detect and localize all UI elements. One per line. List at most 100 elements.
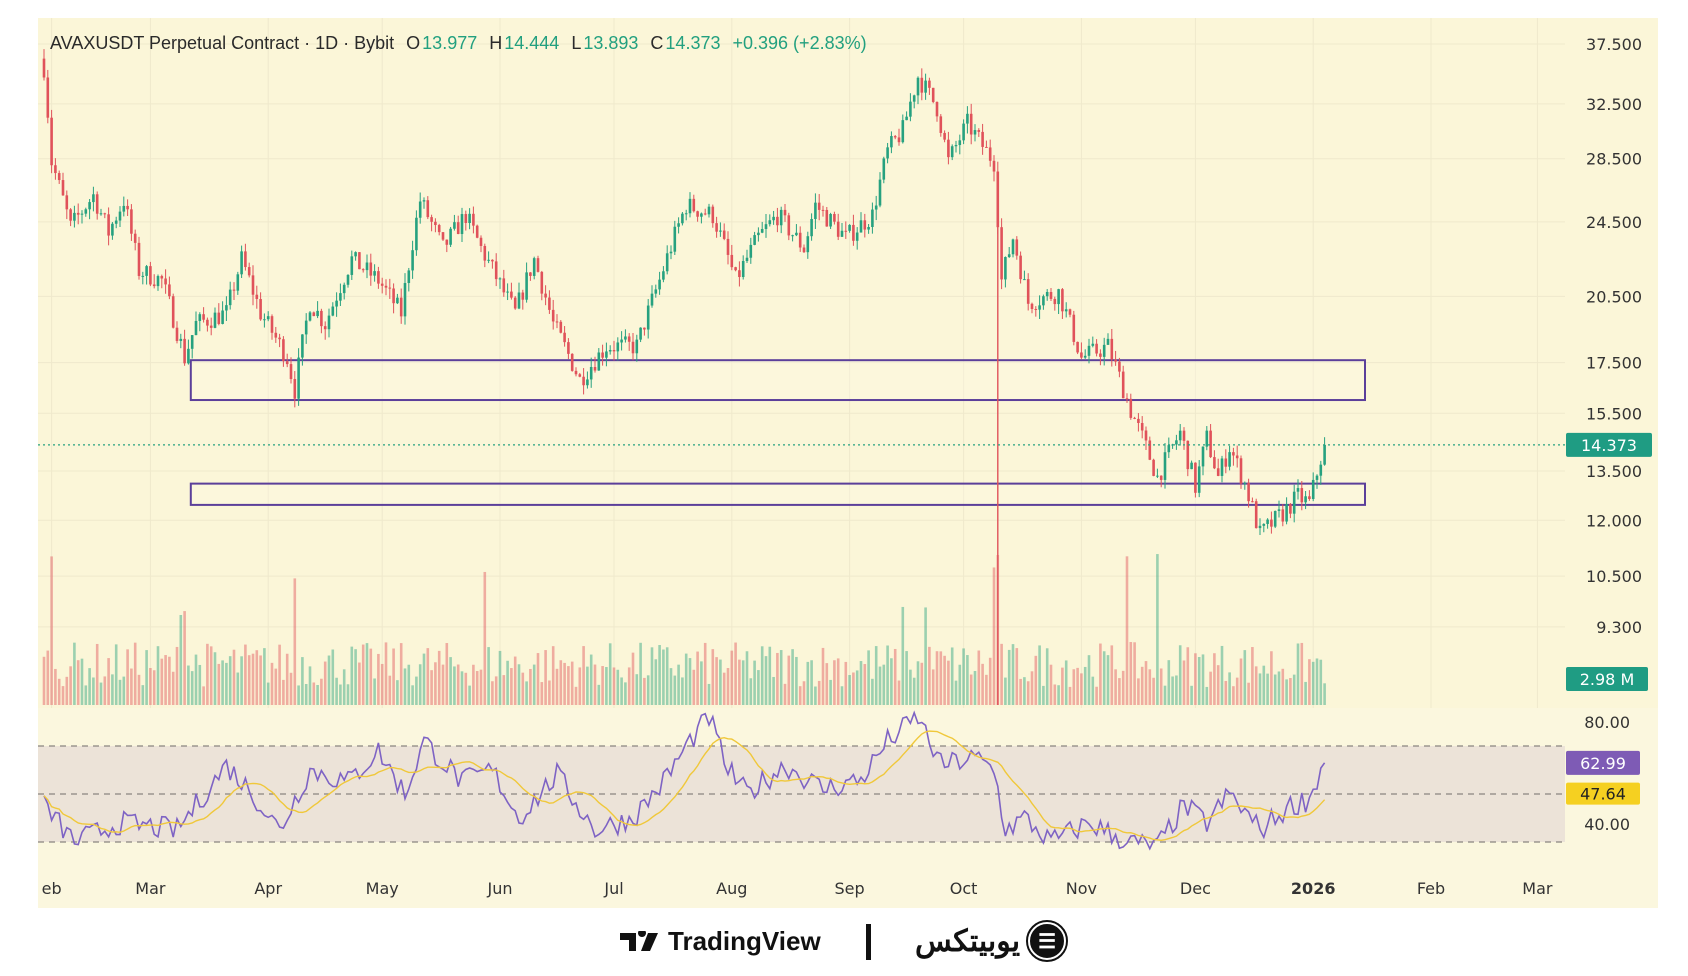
upper-support-zone [189,359,1366,402]
volume-bar [498,650,502,705]
volume-bar [1004,677,1007,705]
volume-bar [662,649,665,705]
candle-body [639,327,642,340]
volume-bar [772,676,775,705]
candle-body [787,215,791,236]
volume-bar [764,656,768,705]
volume-bar [137,674,141,705]
candle-body [50,117,53,166]
volume-bar [456,664,460,705]
volume-bar [673,675,677,705]
candle-body [806,236,810,253]
candle-body [920,77,924,93]
volume-bar [1266,673,1269,705]
candle-body [1319,464,1323,476]
brand-text: یوبیتکس [915,924,1021,958]
volume-bar [1133,642,1136,705]
volume-bar [578,667,582,705]
volume-bar [768,646,772,705]
volume-bar [601,666,604,705]
volume-bar [1262,665,1266,705]
volume-bar [795,656,798,705]
candle-body [521,292,525,300]
volume-bar [396,680,399,705]
candle-body [1087,345,1091,356]
candle-body [1209,430,1212,458]
volume-bar [776,652,779,705]
volume-bar [221,660,224,705]
price-tick-label: 10.500 [1586,567,1642,586]
candle-body [403,283,407,317]
volume-bar [411,685,414,705]
volume-bar [1045,648,1049,705]
candle-body [255,294,259,300]
candle-body [764,224,768,229]
volume-bar [1091,676,1095,705]
volume-bar [502,675,506,705]
candle-body [1095,343,1098,354]
candle-body [844,230,848,232]
volume-bar [1289,678,1292,705]
candle-body [696,211,699,217]
candle-body [1289,504,1292,514]
volume-bar [1209,671,1212,705]
volume-bar [293,578,297,705]
candle-body [339,293,342,301]
open-label: O [406,33,421,53]
volume-bar [1137,678,1140,705]
volume-bar [1038,645,1041,705]
volume-bar [627,667,631,705]
candle-body [133,233,137,243]
candle-body [1011,239,1015,255]
volume-bar [867,650,870,705]
volume-bar [730,650,734,705]
candle-body [658,279,661,290]
candle-body [1190,462,1193,470]
candle-body [863,220,867,230]
candle-body [536,258,540,272]
volume-bar [658,645,661,705]
volume-bar [365,643,369,705]
volume-bar [187,665,190,705]
candle-body [939,116,943,133]
volume-bar [1140,666,1144,705]
candle-body [1080,352,1083,358]
volume-bar [1110,645,1114,705]
volume-bar [928,646,931,705]
candle-body [1019,255,1022,280]
volume-bar [206,643,209,705]
candle-body [399,297,403,317]
volume-bar [54,668,57,705]
volume-bar [342,669,346,705]
volume-bar [681,677,684,705]
candle-body [890,136,893,148]
volume-bar [586,666,589,705]
candle-body [707,206,711,215]
candle-body [1220,458,1224,476]
volume-bar [236,672,240,705]
time-tick-label: Aug [716,879,747,898]
volume-bar [734,642,737,705]
candle-body [1140,422,1144,431]
rsi-tick-label: 80.00 [1584,713,1630,732]
candle-body [738,270,741,278]
volume-bar [491,681,494,705]
candle-body [726,238,730,255]
volume-bar [726,668,730,705]
candle-body [662,271,665,280]
candle-body [297,357,300,399]
candle-body [453,222,456,229]
rsi-line [43,710,1326,851]
volume-bar [274,668,278,705]
candle-body [236,274,240,291]
volume-bar [217,663,221,705]
volume-bar [715,657,718,705]
volume-bar [810,660,813,705]
volume-bar [1292,674,1296,705]
volume-bar [133,642,137,705]
candle-body [350,256,354,275]
volume-bar [624,682,627,705]
volume-bar [738,659,741,705]
candle-body [992,160,996,172]
